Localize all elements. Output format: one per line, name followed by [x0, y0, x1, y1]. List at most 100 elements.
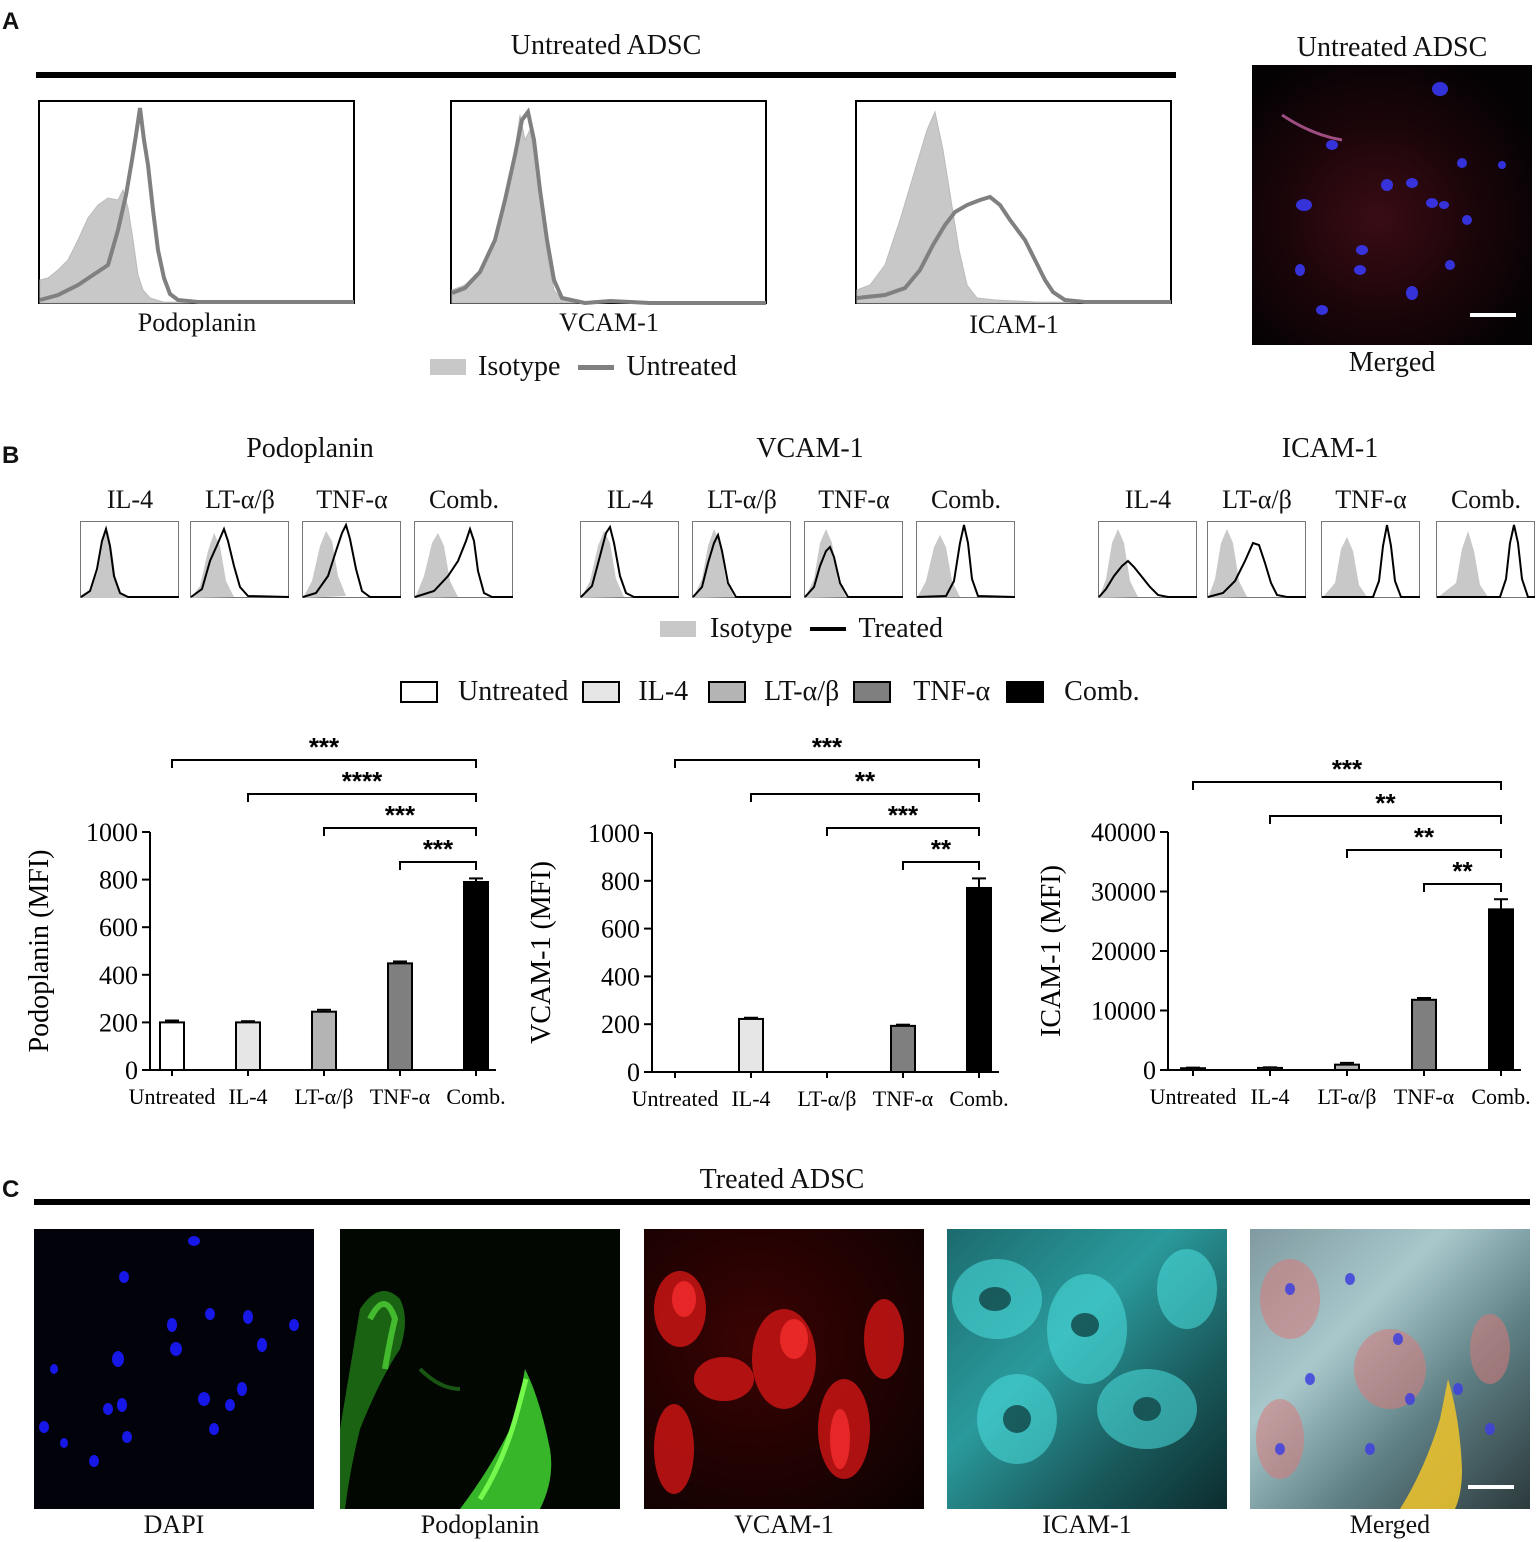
significance-bracket	[247, 793, 477, 802]
legend-a: Isotype Untreated	[430, 350, 737, 384]
x-tick-label: IL-4	[1250, 1084, 1289, 1109]
significance-bracket	[674, 759, 980, 768]
y-tick-label: 0	[125, 1056, 138, 1085]
legend-swatch-il4	[582, 681, 621, 703]
significance-label: ***	[423, 834, 454, 864]
panel-b-marker-podoplanin: Podoplanin	[246, 433, 374, 464]
x-tick-label: LT-α/β	[295, 1084, 354, 1109]
bar-chart-podoplanin: 0 200 400 600 800 1000 Podoplanin (MFI) Untreat…	[24, 732, 506, 1109]
x-tick-label: TNF-α	[1394, 1084, 1455, 1109]
micrograph-vcam1	[644, 1229, 924, 1509]
bar	[387, 962, 413, 1072]
panel-c-title: Treated ADSC	[699, 1164, 865, 1195]
y-tick-label: 0	[1143, 1056, 1156, 1085]
bar-chart-vcam1: 0 200 400 600 800 1000 VCAM-1 (MFI) Untreated IL…	[526, 732, 1009, 1111]
treatment-label: TNF-α	[1335, 485, 1407, 514]
legend-b-bars: Untreated IL-4 LT-α/β TNF-α Comb.	[400, 675, 1140, 709]
histogram-vcam1	[450, 100, 767, 305]
legend-label: TNF-α	[913, 676, 991, 707]
x-tick-label: Comb.	[1471, 1084, 1530, 1109]
bar	[159, 1021, 185, 1071]
mini-histogram	[80, 521, 179, 598]
legend-label: IL-4	[638, 676, 689, 707]
panel-a-image-caption: Merged	[1348, 347, 1436, 378]
legend-untreated-swatch	[578, 364, 615, 370]
x-tick-label: IL-4	[228, 1084, 267, 1109]
y-tick-label: 1000	[86, 818, 138, 847]
significance-bracket	[1346, 849, 1502, 858]
panel-b-label: B	[2, 442, 20, 469]
legend-treated-label: Treated	[858, 613, 943, 644]
significance-label: ***	[1332, 754, 1363, 784]
y-tick-label: 400	[99, 961, 138, 990]
panel-b-marker-icam1: ICAM-1	[1281, 433, 1379, 464]
y-tick-label: 200	[601, 1010, 640, 1039]
histogram-icam1	[855, 100, 1172, 304]
significance-label: ***	[812, 732, 843, 762]
bar-chart-icam1: 0 10000 20000 30000 40000 ICAM-1 (MFI) Untreat…	[1036, 754, 1531, 1109]
legend-swatch-lt	[708, 681, 747, 703]
significance-label: **	[931, 834, 952, 864]
legend-isotype-swatch	[660, 621, 696, 637]
micrograph-podoplanin	[340, 1229, 620, 1509]
legend-isotype-label: Isotype	[710, 613, 793, 644]
legend-untreated-label: Untreated	[626, 351, 737, 382]
histogram-label-vcam1: VCAM-1	[559, 308, 659, 337]
y-tick-label: 0	[627, 1058, 640, 1087]
y-tick-label: 800	[601, 867, 640, 896]
micrograph-untreated-merged	[1252, 65, 1532, 345]
legend-treated-swatch	[810, 627, 847, 631]
significance-bracket	[750, 793, 980, 802]
panel-c-divider	[34, 1199, 1530, 1205]
micrograph-caption: DAPI	[143, 1510, 205, 1539]
y-tick-label: 20000	[1091, 937, 1156, 966]
treatment-label: LT-α/β	[1222, 485, 1292, 514]
treatment-label: Comb.	[1450, 485, 1522, 514]
legend-swatch-comb	[1006, 681, 1045, 703]
treatment-label: Comb.	[428, 485, 500, 514]
significance-bracket	[171, 759, 477, 768]
scale-bar	[1470, 313, 1516, 317]
bar	[463, 880, 489, 1071]
legend-isotype-swatch	[430, 359, 466, 375]
significance-label: ***	[385, 800, 416, 830]
mini-histogram	[302, 521, 401, 598]
histogram-label-podoplanin: Podoplanin	[137, 308, 257, 337]
legend-isotype-label: Isotype	[478, 351, 561, 382]
significance-bracket	[323, 827, 477, 836]
y-axis-label: ICAM-1 (MFI)	[1036, 865, 1067, 1037]
panel-c-label: C	[2, 1176, 20, 1203]
treatment-label: IL-4	[1124, 485, 1172, 514]
significance-label: **	[855, 766, 876, 796]
bar	[1411, 998, 1437, 1072]
legend-label: Untreated	[458, 676, 569, 707]
micrograph-caption: Merged	[1349, 1510, 1431, 1539]
treatment-label: LT-α/β	[205, 485, 275, 514]
bar	[738, 1017, 764, 1073]
panel-a-divider	[36, 72, 1176, 78]
x-tick-label: LT-α/β	[1318, 1084, 1377, 1109]
significance-label: ****	[342, 766, 383, 796]
significance-label: ***	[309, 732, 340, 762]
y-tick-label: 800	[99, 866, 138, 895]
significance-bracket	[1192, 781, 1502, 790]
significance-label: ***	[888, 800, 919, 830]
treatment-label: IL-4	[106, 485, 154, 514]
legend-b-hist: Isotype Treated	[660, 612, 943, 646]
scale-bar	[1468, 1485, 1514, 1489]
x-tick-label: IL-4	[731, 1086, 770, 1111]
x-tick-label: TNF-α	[370, 1084, 431, 1109]
legend-swatch-untreated	[400, 681, 438, 703]
micrograph-caption: Podoplanin	[420, 1510, 540, 1539]
panel-a-image-title: Untreated ADSC	[1296, 32, 1488, 63]
histogram-podoplanin	[38, 100, 355, 304]
y-axis-label: Podoplanin (MFI)	[24, 850, 55, 1053]
x-tick-label: TNF-α	[873, 1086, 934, 1111]
significance-label: **	[1452, 856, 1473, 886]
treatment-label: Comb.	[930, 485, 1002, 514]
micrograph-caption: VCAM-1	[734, 1510, 834, 1539]
y-tick-label: 1000	[588, 819, 640, 848]
panel-b-marker-vcam1: VCAM-1	[756, 433, 864, 464]
mini-histogram	[1207, 521, 1306, 598]
bar	[966, 886, 992, 1073]
